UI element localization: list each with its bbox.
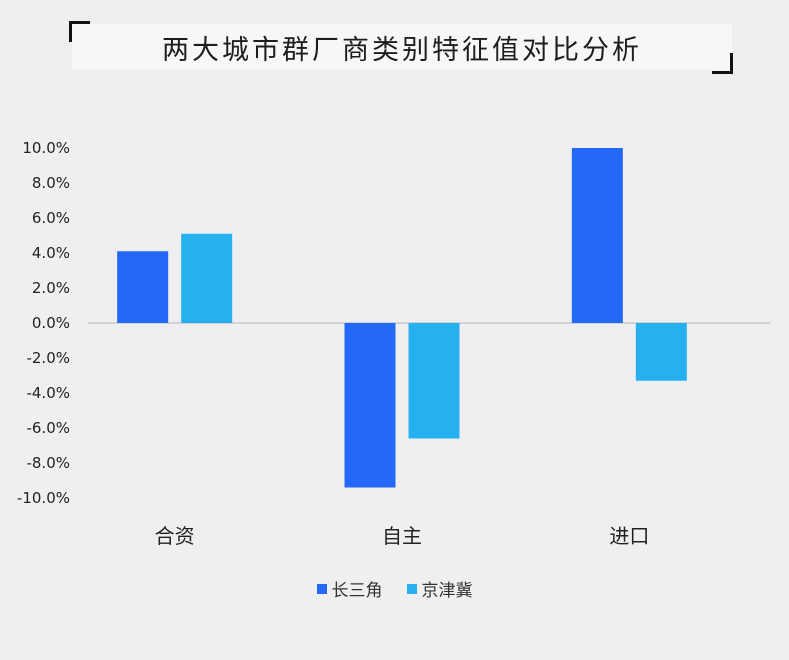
y-tick-label: -2.0%	[26, 349, 70, 367]
y-tick-label: -10.0%	[17, 489, 70, 507]
bar-series-0-0	[117, 251, 169, 323]
y-tick-label: -4.0%	[26, 384, 70, 402]
bar-series-0-2	[571, 148, 623, 323]
y-tick-label: -6.0%	[26, 419, 70, 437]
legend-item-series-0: 长三角	[316, 576, 383, 601]
bar-series-1-2	[635, 323, 687, 381]
title-bracket-bottom-right	[712, 53, 733, 74]
legend-item-series-1: 京津冀	[406, 576, 473, 601]
bar-chart: 10.0% 8.0% 6.0% 4.0% 2.0% 0.0% -2.0% -4.0% -6.0%…	[17, 139, 770, 548]
y-tick-label: 0.0%	[32, 314, 70, 332]
x-category-label: 合资	[155, 524, 195, 548]
bar-series-1-1	[408, 323, 460, 439]
y-tick-label: 2.0%	[32, 279, 70, 297]
y-tick-label: 6.0%	[32, 209, 70, 227]
chart-title: 两大城市群厂商类别特征值对比分析	[162, 34, 642, 66]
chart-legend: 长三角 京津冀	[0, 576, 789, 601]
bar-series-0-1	[344, 323, 396, 488]
y-tick-label: 8.0%	[32, 174, 70, 192]
legend-label-series-1: 京津冀	[421, 581, 473, 601]
legend-label-series-0: 长三角	[331, 581, 383, 601]
y-tick-label: -8.0%	[26, 454, 70, 472]
y-tick-label: 4.0%	[32, 244, 70, 262]
bar-series-1-0	[181, 233, 233, 323]
x-category-label: 自主	[382, 524, 422, 548]
y-tick-label: 10.0%	[22, 139, 70, 157]
x-category-label: 进口	[609, 524, 649, 548]
legend-swatch-series-0	[316, 583, 327, 594]
title-bracket-top-left	[69, 21, 90, 42]
legend-swatch-series-1	[406, 583, 417, 594]
chart-title-box: 两大城市群厂商类别特征值对比分析	[72, 24, 732, 70]
